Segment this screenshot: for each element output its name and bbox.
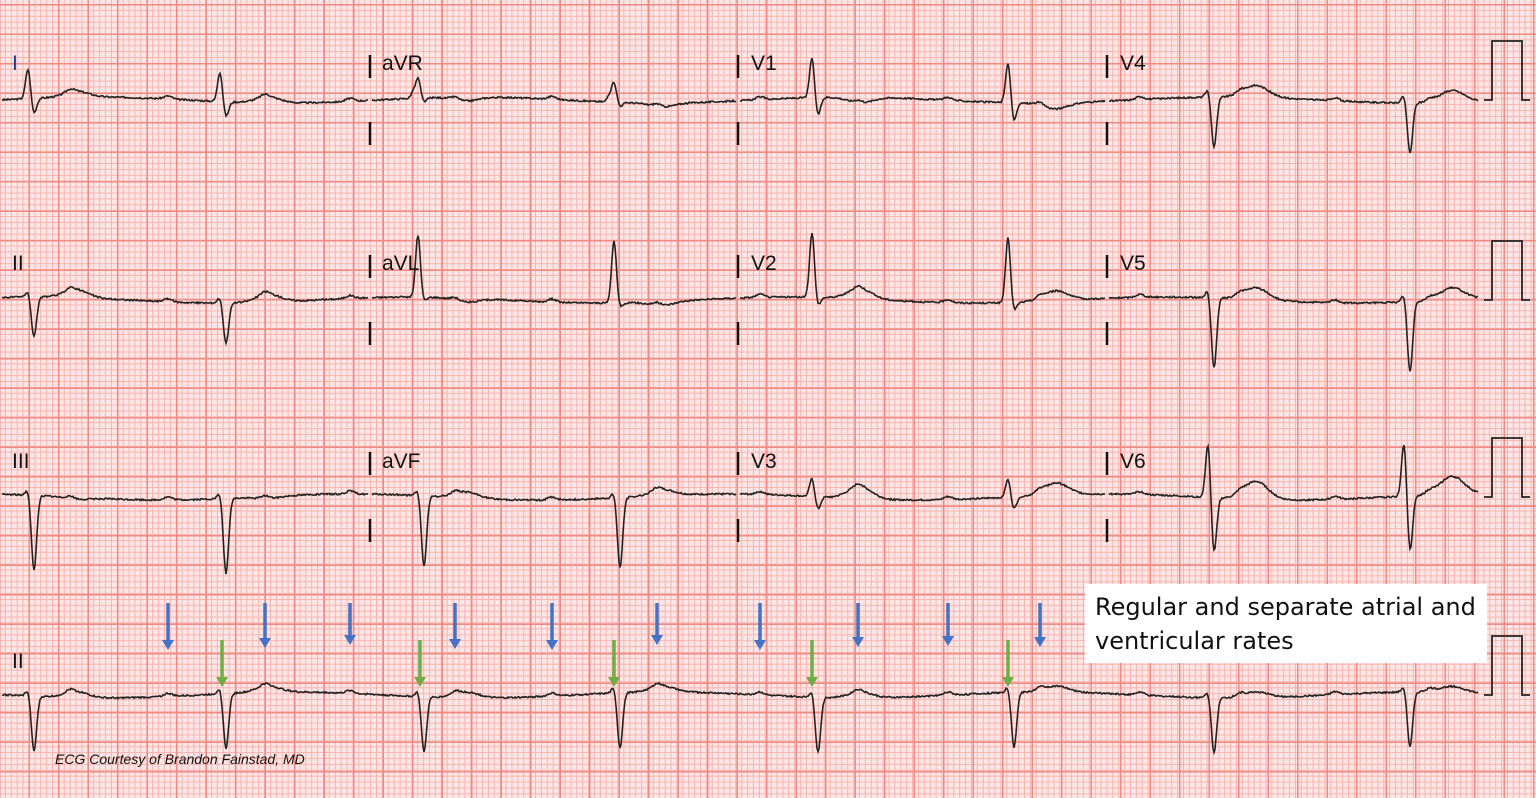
lead-waveform bbox=[739, 57, 1106, 122]
lead-waveform bbox=[1, 489, 369, 575]
lead-label-iii: III bbox=[12, 450, 30, 473]
lead-label-i: I bbox=[12, 52, 18, 75]
lead-label-avf: aVF bbox=[382, 450, 421, 473]
qrs-arrow-icon bbox=[1002, 640, 1014, 687]
p-wave-arrow-icon bbox=[344, 603, 356, 645]
p-wave-arrow-icon bbox=[754, 603, 766, 650]
lead-label-v5: V5 bbox=[1120, 252, 1146, 275]
p-wave-arrow-icon bbox=[259, 603, 271, 648]
credit-caption: ECG Courtesy of Brandon Fainstad, MD bbox=[55, 751, 305, 767]
lead-waveform bbox=[1108, 285, 1479, 372]
calibration-pulse bbox=[1484, 40, 1530, 101]
lead-waveform bbox=[371, 486, 737, 568]
lead-waveform bbox=[1, 681, 1479, 756]
lead-waveform bbox=[1, 68, 369, 118]
lead-label-ii: II bbox=[12, 650, 24, 673]
p-wave-arrow-icon bbox=[942, 603, 954, 646]
lead-waveform bbox=[1, 285, 369, 347]
qrs-arrow-icon bbox=[608, 640, 620, 687]
lead-label-v4: V4 bbox=[1120, 52, 1146, 75]
lead-label-avr: aVR bbox=[382, 52, 423, 75]
calibration-pulse bbox=[1484, 437, 1530, 498]
lead-waveform bbox=[1108, 443, 1479, 552]
p-wave-arrow-icon bbox=[546, 603, 558, 650]
qrs-arrow-icon bbox=[414, 640, 426, 687]
lead-waveform bbox=[371, 75, 737, 109]
p-wave-arrow-icon bbox=[1034, 603, 1046, 647]
annotation-box: Regular and separate atrial and ventricu… bbox=[1085, 584, 1487, 663]
lead-label-v3: V3 bbox=[751, 450, 777, 473]
p-wave-arrow-icon bbox=[449, 603, 461, 649]
lead-label-v6: V6 bbox=[1120, 450, 1146, 473]
qrs-arrow-icon bbox=[806, 640, 818, 687]
calibration-pulse bbox=[1484, 240, 1530, 301]
p-wave-arrow-icon bbox=[651, 603, 663, 645]
lead-label-ii: II bbox=[12, 252, 24, 275]
calibration-pulse bbox=[1484, 635, 1530, 696]
p-wave-arrow-icon bbox=[852, 603, 864, 647]
lead-label-v1: V1 bbox=[751, 52, 777, 75]
lead-label-v2: V2 bbox=[751, 252, 777, 275]
p-wave-arrow-icon bbox=[162, 603, 174, 650]
lead-waveform bbox=[1108, 83, 1479, 154]
lead-label-avl: aVL bbox=[382, 252, 420, 275]
qrs-arrow-icon bbox=[216, 640, 228, 687]
lead-waveform bbox=[371, 235, 737, 308]
lead-waveform bbox=[739, 233, 1106, 312]
lead-waveform bbox=[739, 477, 1106, 510]
